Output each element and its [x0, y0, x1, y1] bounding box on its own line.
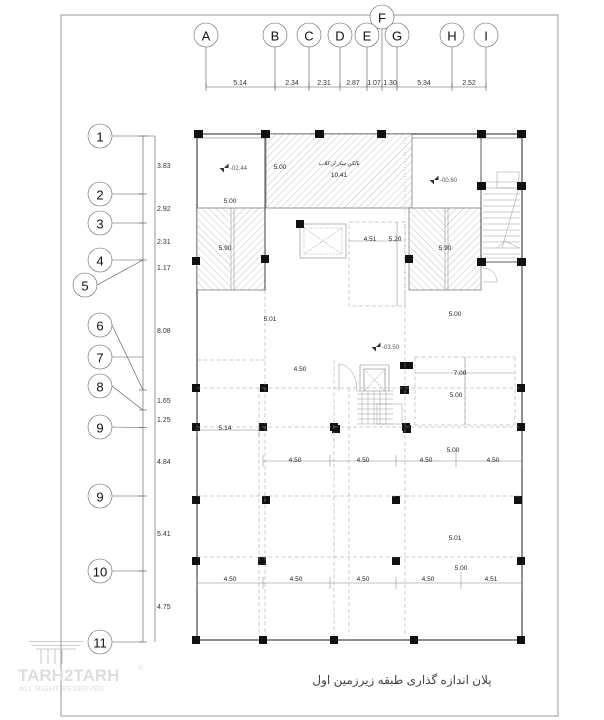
svg-text:5.90: 5.90: [439, 245, 452, 252]
svg-text:-03.50: -03.50: [382, 345, 400, 351]
svg-text:4.51: 4.51: [364, 236, 377, 243]
svg-text:5.00: 5.00: [455, 565, 468, 572]
svg-text:4.75: 4.75: [157, 604, 171, 611]
svg-text:4: 4: [96, 254, 103, 269]
svg-text:4.50: 4.50: [357, 457, 370, 464]
svg-text:5.00: 5.00: [447, 447, 460, 454]
svg-text:5.00: 5.00: [224, 198, 237, 205]
svg-text:4.51: 4.51: [485, 576, 498, 583]
svg-text:-02.44: -02.44: [230, 166, 248, 172]
svg-text:2: 2: [96, 188, 103, 203]
svg-text:1.07: 1.07: [367, 80, 381, 87]
svg-text:7: 7: [96, 351, 103, 366]
svg-text:4.50: 4.50: [224, 576, 237, 583]
svg-text:®: ®: [138, 664, 144, 672]
svg-text:1.30: 1.30: [383, 80, 397, 87]
svg-text:1: 1: [96, 130, 103, 145]
svg-text:5.01: 5.01: [449, 535, 462, 542]
svg-text:B: B: [271, 29, 280, 44]
svg-text:4.50: 4.50: [294, 366, 307, 373]
svg-text:2.87: 2.87: [346, 80, 360, 87]
svg-text:5.14: 5.14: [233, 80, 247, 87]
svg-text:5.14: 5.14: [219, 425, 232, 432]
svg-text:2.92: 2.92: [157, 206, 171, 213]
svg-text:E: E: [363, 29, 372, 44]
svg-text:8.08: 8.08: [157, 328, 171, 335]
svg-text:C: C: [304, 29, 313, 44]
svg-text:6: 6: [96, 319, 103, 334]
svg-text:TARH2TARH: TARH2TARH: [18, 666, 119, 685]
svg-text:1.17: 1.17: [157, 265, 171, 272]
svg-text:H: H: [447, 29, 456, 44]
svg-text:4.50: 4.50: [290, 576, 303, 583]
svg-text:4.50: 4.50: [357, 576, 370, 583]
svg-text:4.50: 4.50: [420, 457, 433, 464]
svg-text:5.90: 5.90: [219, 245, 232, 252]
svg-text:10.41: 10.41: [331, 172, 348, 179]
svg-text:A: A: [202, 29, 211, 44]
svg-text:3: 3: [96, 217, 103, 232]
svg-text:5.20: 5.20: [389, 236, 402, 243]
svg-text:4.50: 4.50: [487, 457, 500, 464]
svg-text:4.50: 4.50: [289, 457, 302, 464]
svg-text:5.01: 5.01: [264, 316, 277, 323]
svg-text:5.41: 5.41: [157, 531, 171, 538]
svg-text:2.31: 2.31: [317, 80, 331, 87]
svg-text:5.34: 5.34: [417, 80, 431, 87]
svg-text:4.84: 4.84: [157, 459, 171, 466]
svg-text:2.52: 2.52: [462, 80, 476, 87]
svg-text:3.83: 3.83: [157, 163, 171, 170]
svg-text:بالکن ساز از کلاب: بالکن ساز از کلاب: [319, 160, 360, 167]
svg-text:5.00: 5.00: [449, 311, 462, 318]
svg-text:4.50: 4.50: [422, 576, 435, 583]
svg-text:1.25: 1.25: [157, 417, 171, 424]
svg-text:ALL RIGHT RESERVED: ALL RIGHT RESERVED: [19, 684, 105, 693]
svg-text:D: D: [335, 29, 344, 44]
svg-text:8: 8: [96, 380, 103, 395]
svg-text:-00.60: -00.60: [440, 178, 458, 184]
svg-text:F: F: [378, 11, 386, 26]
svg-text:I: I: [484, 29, 488, 44]
svg-text:9: 9: [96, 490, 103, 505]
svg-text:7.00: 7.00: [454, 370, 467, 377]
svg-text:5: 5: [81, 279, 88, 294]
svg-text:پلان اندازه گذاری طبقه زیرزمین: پلان اندازه گذاری طبقه زیرزمین اول: [312, 673, 491, 687]
svg-text:G: G: [392, 29, 402, 44]
svg-text:5.00: 5.00: [450, 392, 463, 399]
svg-text:9: 9: [96, 421, 103, 436]
svg-text:2.31: 2.31: [157, 239, 171, 246]
svg-text:5.00: 5.00: [274, 164, 287, 171]
svg-text:11: 11: [93, 636, 107, 651]
svg-text:2.34: 2.34: [285, 80, 299, 87]
svg-text:10: 10: [93, 565, 107, 580]
svg-text:1.65: 1.65: [157, 398, 171, 405]
